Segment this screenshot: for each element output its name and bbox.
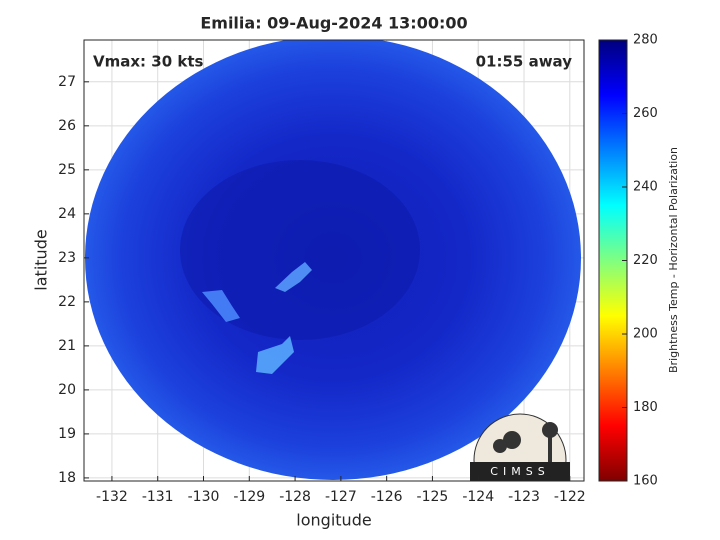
core <box>180 160 420 340</box>
colorbar-label: Brightness Temp - Horizontal Polarizatio… <box>667 147 680 373</box>
chart-title: Emilia: 09-Aug-2024 13:00:00 <box>200 14 467 33</box>
y-tick-label: 26 <box>58 118 76 134</box>
x-tick-label: -127 <box>325 489 357 505</box>
x-axis-label: longitude <box>296 511 371 530</box>
colorbar-tick-label: 160 <box>633 474 658 489</box>
y-tick-label: 23 <box>58 250 76 266</box>
logo-text: CIMSS <box>490 465 549 478</box>
y-tick-label: 19 <box>58 426 76 442</box>
x-tick-label: -124 <box>462 489 494 505</box>
colorbar-tick-label: 280 <box>633 33 658 48</box>
y-tick-label: 24 <box>58 206 76 222</box>
x-tick-label: -125 <box>417 489 449 505</box>
cimss-logo: CIMSS <box>470 413 570 481</box>
feature <box>275 262 312 292</box>
y-tick-label: 27 <box>58 74 76 90</box>
colorbar-tick-label: 200 <box>633 327 658 342</box>
x-tick-label: -122 <box>554 489 586 505</box>
x-tick-label: -131 <box>142 489 174 505</box>
y-axis-label: latitude <box>32 229 51 290</box>
annotation: Vmax: 30 kts <box>93 53 203 71</box>
x-tick-label: -123 <box>508 489 540 505</box>
feature <box>202 290 240 322</box>
x-tick-label: -132 <box>96 489 128 505</box>
x-tick-label: -130 <box>188 489 220 505</box>
colorbar-tick-label: 260 <box>633 106 658 121</box>
annotation: 01:55 away <box>476 53 573 71</box>
plot-frame <box>83 39 585 482</box>
colorbar-tick-label: 220 <box>633 253 658 268</box>
satellite-image: CIMSS <box>85 40 581 481</box>
feature <box>256 336 294 374</box>
y-tick-label: 21 <box>58 338 76 354</box>
y-tick-label: 20 <box>58 382 76 398</box>
y-tick-label: 18 <box>58 470 76 486</box>
y-tick-label: 25 <box>58 162 76 178</box>
x-tick-label: -126 <box>371 489 403 505</box>
y-tick-label: 22 <box>58 294 76 310</box>
x-tick-label: -128 <box>279 489 311 505</box>
colorbar-tick-label: 240 <box>633 180 658 195</box>
colorbar-tick-label: 180 <box>633 400 658 415</box>
x-tick-label: -129 <box>233 489 265 505</box>
